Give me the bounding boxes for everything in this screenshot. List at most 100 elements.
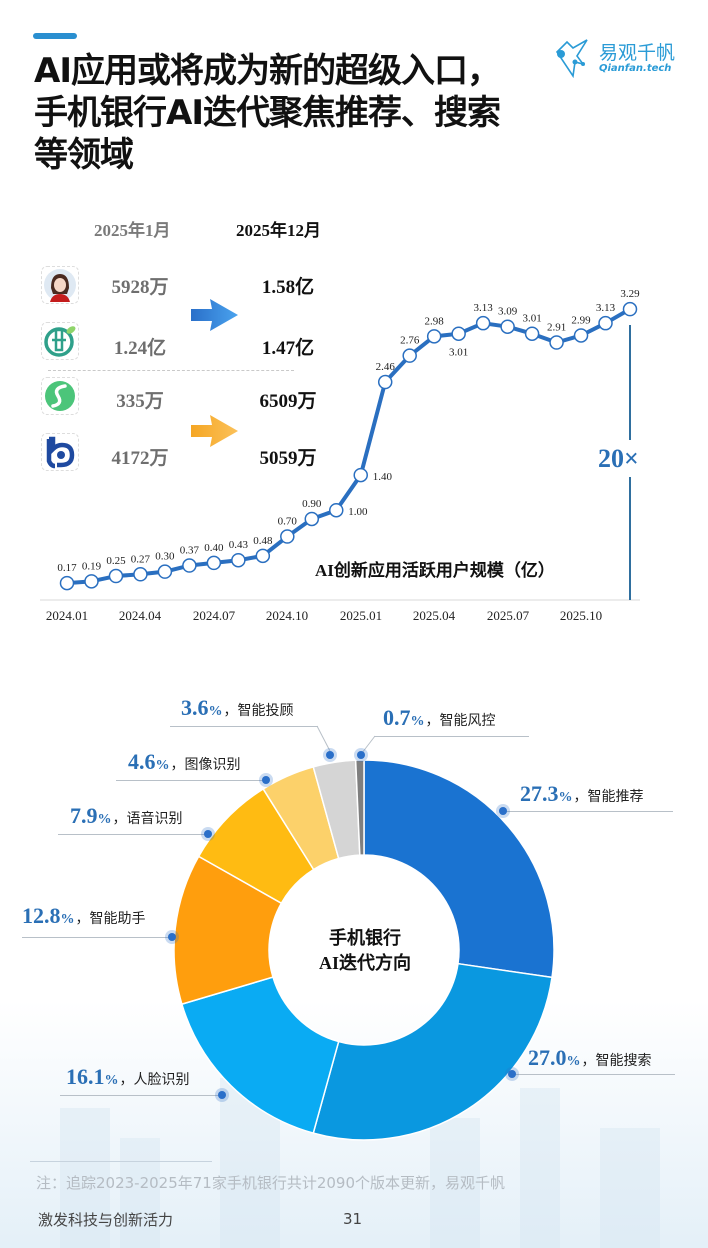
- leader-line: [513, 1074, 675, 1075]
- slice-label-image-recognition: 4.6%，图像识别: [128, 749, 241, 774]
- row-2-from-value: 1.24亿: [113, 338, 167, 359]
- leader-dot: [168, 933, 176, 941]
- green-s-logo-icon: [41, 377, 79, 415]
- arrow-right-orange-icon: [191, 415, 238, 447]
- data-point: [255, 548, 271, 564]
- donut-chart: [173, 759, 555, 1141]
- data-label: 0.17: [57, 562, 77, 574]
- leader-dot: [218, 1091, 226, 1099]
- row-1-from-value: 5928万: [111, 277, 169, 298]
- slice-label-smart-recommend: 27.3%，智能推荐: [520, 781, 644, 806]
- data-point: [377, 374, 393, 390]
- x-tick-label: 2024.01: [45, 608, 89, 623]
- data-label: 3.09: [498, 306, 518, 318]
- x-tick-label: 2025.01: [339, 608, 383, 623]
- logo-text-en: Qianfan.tech: [599, 63, 672, 74]
- title-line-3: 等领域: [34, 135, 134, 175]
- column-header-to: 2025年12月: [236, 221, 321, 240]
- donut-slice: [354, 759, 365, 856]
- data-label: 2.98: [425, 315, 445, 327]
- data-point: [524, 326, 540, 341]
- note-divider: [30, 1161, 212, 1162]
- data-label: 1.40: [373, 471, 393, 483]
- row-3-from-value: 335万: [116, 391, 164, 412]
- x-tick-label: 2024.10: [265, 608, 309, 623]
- brand-logo: 易观千帆 Qianfan.tech: [553, 36, 683, 80]
- data-label: 0.48: [253, 535, 273, 547]
- donut-center-label: 手机银行 AI迭代方向: [285, 926, 445, 976]
- data-point: [133, 567, 148, 582]
- row-divider: [48, 370, 294, 371]
- leader-line-diagonal: [316, 725, 331, 752]
- data-point: [231, 552, 246, 568]
- slice-label-robo-advisor: 3.6%，智能投顾: [181, 695, 294, 720]
- blue-b-logo-icon: [41, 433, 79, 471]
- slice-label-smart-search: 27.0%，智能搜索: [528, 1045, 652, 1070]
- slice-label-face-recognition: 16.1%，人脸识别: [66, 1064, 190, 1089]
- leader-line: [374, 736, 529, 737]
- page-title: AI应用或将成为新的超级入口， 手机银行AI迭代聚焦推荐、搜索 等领域: [34, 50, 574, 176]
- page-number: 31: [343, 1210, 363, 1228]
- growth-multiplier-label: 20×: [598, 444, 639, 473]
- avatar-assistant-icon: [41, 266, 79, 304]
- data-point: [353, 467, 368, 483]
- x-tick-label: 2025.07: [486, 608, 530, 623]
- arrow-right-blue-icon: [191, 299, 238, 331]
- x-tick-label: 2025.10: [559, 608, 603, 623]
- line-chart: 0.17 0.19 0.25 0.27 0.30 0.37 0.40 0.43 0.48 0.70…: [40, 288, 640, 601]
- data-label: 0.30: [155, 551, 175, 563]
- row-2-to-value: 1.47亿: [261, 338, 315, 359]
- sail-logo-icon: [555, 39, 588, 78]
- leader-dot: [508, 1070, 516, 1078]
- data-label: 3.01: [522, 313, 541, 325]
- footer-slogan: 激发科技与创新活力: [38, 1211, 174, 1229]
- data-label: 1.00: [348, 506, 368, 518]
- data-point: [426, 329, 442, 344]
- leader-line: [116, 780, 266, 781]
- data-label: 0.27: [131, 553, 151, 565]
- data-point: [598, 315, 613, 331]
- slice-label-risk-control: 0.7%，智能风控: [383, 705, 496, 730]
- data-point: [402, 348, 417, 363]
- line-series: 0.17 0.19 0.25 0.27 0.30 0.37 0.40 0.43 0.48 0.70…: [57, 288, 640, 591]
- data-label: 2.91: [547, 322, 566, 334]
- data-label: 0.90: [302, 498, 322, 510]
- data-point: [59, 575, 75, 591]
- abc-bank-logo-icon: [41, 322, 79, 360]
- data-label: 0.40: [204, 542, 224, 554]
- data-label: 3.13: [596, 302, 616, 314]
- data-label: 0.43: [229, 539, 249, 551]
- x-tick-label: 2024.07: [192, 608, 236, 623]
- logo-text-cn: 易观千帆: [599, 42, 676, 64]
- data-label: 3.29: [620, 288, 640, 300]
- line-chart-title: AI创新应用活跃用户规模（亿）: [315, 561, 555, 580]
- leader-line: [60, 1095, 223, 1096]
- donut-slice: [180, 976, 340, 1135]
- data-label: 0.37: [180, 545, 200, 557]
- data-point: [182, 558, 197, 573]
- row-1-to-value: 1.58亿: [261, 277, 315, 298]
- data-point: [304, 511, 320, 527]
- leader-dot: [499, 807, 507, 815]
- data-label: 2.76: [400, 335, 420, 347]
- row-4-from-value: 4172万: [111, 448, 169, 469]
- leader-line: [170, 726, 318, 727]
- title-line-1: AI应用或将成为新的超级入口，: [34, 51, 501, 91]
- leader-dot: [357, 751, 365, 759]
- leader-dot: [326, 751, 334, 759]
- x-tick-label: 2025.04: [412, 608, 456, 623]
- data-point: [280, 529, 295, 544]
- leader-dot: [204, 830, 212, 838]
- slice-label-voice-recognition: 7.9%，语音识别: [70, 803, 183, 828]
- data-label: 2.99: [571, 314, 591, 326]
- data-point: [573, 328, 589, 343]
- data-point: [622, 301, 638, 317]
- leader-line: [503, 811, 673, 812]
- slice-label-smart-assistant: 12.8%，智能助手: [22, 903, 146, 928]
- data-point: [206, 555, 222, 571]
- title-line-2: 手机银行AI迭代聚焦推荐、搜索: [34, 93, 501, 133]
- column-header-from: 2025年1月: [94, 221, 171, 240]
- donut-slices: [173, 759, 555, 1141]
- data-label: 3.13: [474, 302, 494, 314]
- data-label: 0.25: [106, 555, 126, 567]
